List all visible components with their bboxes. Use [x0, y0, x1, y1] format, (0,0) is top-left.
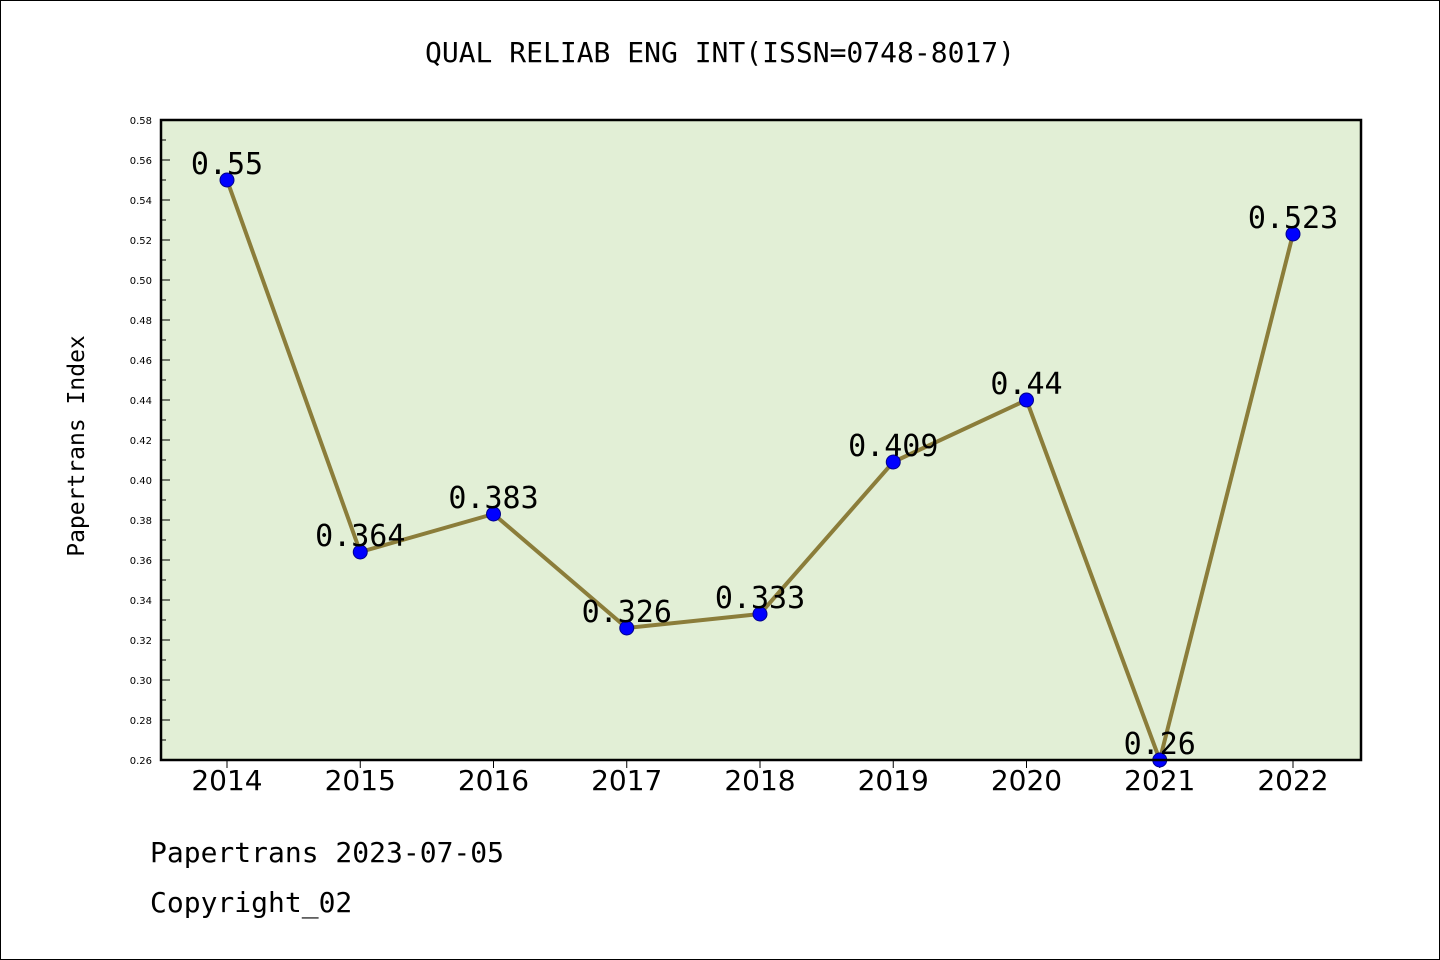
x-tick-label: 2016: [458, 764, 529, 797]
plot-area: [161, 120, 1361, 760]
y-tick-label: 0.42: [130, 436, 152, 447]
y-tick-label: 0.34: [130, 596, 152, 607]
data-point: [352, 544, 368, 560]
data-label: 0.409: [848, 429, 938, 464]
x-tick-label: 2014: [191, 764, 262, 797]
y-tick-label: 0.28: [130, 716, 152, 727]
footer-copyright: Copyright_02: [150, 886, 353, 919]
data-label: 0.55: [191, 147, 263, 182]
x-tick-label: 2015: [325, 764, 396, 797]
y-tick-label: 0.50: [130, 276, 152, 287]
x-tick-label: 2019: [858, 764, 929, 797]
x-tick-label: 2020: [991, 764, 1062, 797]
y-tick-label: 0.30: [130, 676, 152, 687]
data-point: [619, 620, 635, 636]
data-label: 0.44: [990, 367, 1062, 402]
y-tick-label: 0.32: [130, 636, 152, 647]
chart-title: QUAL RELIAB ENG INT(ISSN=0748-8017): [424, 36, 1015, 69]
data-point: [1285, 226, 1301, 242]
y-tick-label: 0.36: [130, 556, 152, 567]
y-tick-label: 0.38: [130, 516, 152, 527]
y-tick-label: 0.48: [130, 316, 152, 327]
y-tick-label: 0.26: [130, 756, 152, 767]
x-tick-label: 2021: [1124, 764, 1195, 797]
data-label: 0.333: [715, 581, 805, 616]
x-tick-label: 2017: [591, 764, 662, 797]
y-tick-label: 0.58: [130, 116, 152, 127]
x-tick-label: 2022: [1257, 764, 1328, 797]
data-label: 0.364: [315, 519, 405, 554]
data-point: [1019, 392, 1034, 408]
data-label: 0.383: [448, 481, 538, 516]
y-tick-label: 0.54: [130, 196, 152, 207]
data-label: 0.326: [582, 595, 672, 630]
data-point: [885, 454, 901, 470]
plot-border: [159, 118, 1363, 762]
data-label: 0.26: [1124, 727, 1196, 762]
data-label: 0.523: [1248, 201, 1338, 236]
y-axis-title: Papertrans Index: [64, 335, 90, 557]
y-tick-label: 0.46: [130, 356, 152, 367]
y-tick-label: 0.56: [130, 156, 152, 167]
footer-date: Papertrans 2023-07-05: [150, 836, 505, 869]
x-tick-label: 2018: [724, 764, 795, 797]
data-point: [219, 172, 235, 188]
data-point: [752, 606, 768, 622]
y-tick-label: 0.44: [130, 396, 152, 407]
data-point: [486, 506, 501, 522]
y-tick-label: 0.52: [130, 236, 152, 247]
y-tick-label: 0.40: [130, 476, 152, 487]
